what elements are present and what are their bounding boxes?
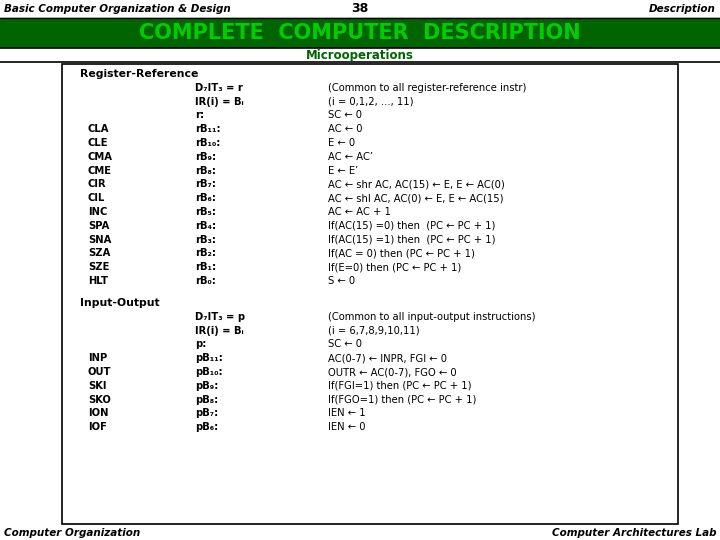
Text: rB₁₁:: rB₁₁: [195, 124, 220, 134]
Text: CIL: CIL [88, 193, 105, 203]
Text: rB₁:: rB₁: [195, 262, 216, 272]
Text: COMPLETE  COMPUTER  DESCRIPTION: COMPLETE COMPUTER DESCRIPTION [139, 23, 581, 43]
Text: If(AC(15) =0) then  (PC ← PC + 1): If(AC(15) =0) then (PC ← PC + 1) [328, 221, 495, 231]
Text: OUT: OUT [88, 367, 112, 377]
Text: Microoperations: Microoperations [306, 49, 414, 62]
Text: Input-Output: Input-Output [80, 298, 160, 308]
Text: rB₈:: rB₈: [195, 166, 216, 176]
Bar [62, 64, 678, 524]
Bar [0, 48, 720, 62]
Text: SC ← 0: SC ← 0 [328, 340, 362, 349]
Text: Computer Architectures Lab: Computer Architectures Lab [552, 528, 716, 538]
Text: rB₀:: rB₀: [195, 276, 216, 286]
Text: D₇IT₃ = p: D₇IT₃ = p [195, 312, 245, 322]
Text: (Common to all input-output instructions): (Common to all input-output instructions… [328, 312, 536, 322]
Text: OUTR ← AC(0-7), FGO ← 0: OUTR ← AC(0-7), FGO ← 0 [328, 367, 456, 377]
Text: CLA: CLA [88, 124, 109, 134]
Text: INC: INC [88, 207, 107, 217]
Text: If(E=0) then (PC ← PC + 1): If(E=0) then (PC ← PC + 1) [328, 262, 462, 272]
Text: INP: INP [88, 353, 107, 363]
Text: IEN ← 1: IEN ← 1 [328, 408, 366, 418]
Text: (i = 6,7,8,9,10,11): (i = 6,7,8,9,10,11) [328, 326, 420, 336]
Text: Computer Organization: Computer Organization [4, 528, 140, 538]
Text: IR(i) = Bᵢ: IR(i) = Bᵢ [195, 326, 244, 336]
Text: pB₁₀:: pB₁₀: [195, 367, 222, 377]
Text: pB₁₁:: pB₁₁: [195, 353, 223, 363]
Text: S ← 0: S ← 0 [328, 276, 355, 286]
Text: AC ← shl AC, AC(0) ← E, E ← AC(15): AC ← shl AC, AC(0) ← E, E ← AC(15) [328, 193, 503, 203]
Text: SKO: SKO [88, 395, 111, 404]
Text: E ← E’: E ← E’ [328, 166, 359, 176]
Text: rB₄:: rB₄: [195, 221, 216, 231]
Text: rB₂:: rB₂: [195, 248, 216, 259]
Text: HLT: HLT [88, 276, 108, 286]
Text: rB₆:: rB₆: [195, 193, 216, 203]
Text: D₇IT₃ = r: D₇IT₃ = r [195, 83, 243, 93]
Text: Description: Description [649, 4, 716, 14]
Text: rB₁₀:: rB₁₀: [195, 138, 220, 148]
Text: rB₇:: rB₇: [195, 179, 216, 190]
Text: CIR: CIR [88, 179, 107, 190]
Text: (i = 0,1,2, ..., 11): (i = 0,1,2, ..., 11) [328, 97, 413, 106]
Text: rB₉:: rB₉: [195, 152, 216, 162]
Text: p:: p: [195, 340, 207, 349]
Text: SPA: SPA [88, 221, 109, 231]
Text: SZA: SZA [88, 248, 110, 259]
Text: ION: ION [88, 408, 109, 418]
Text: pB₈:: pB₈: [195, 395, 218, 404]
Text: E ← 0: E ← 0 [328, 138, 355, 148]
Text: r:: r: [195, 110, 204, 120]
Text: IEN ← 0: IEN ← 0 [328, 422, 366, 433]
Text: (Common to all register-reference instr): (Common to all register-reference instr) [328, 83, 526, 93]
Text: rB₃:: rB₃: [195, 234, 216, 245]
Text: AC(0-7) ← INPR, FGI ← 0: AC(0-7) ← INPR, FGI ← 0 [328, 353, 447, 363]
Text: AC ← shr AC, AC(15) ← E, E ← AC(0): AC ← shr AC, AC(15) ← E, E ← AC(0) [328, 179, 505, 190]
Bar [0, 0, 720, 18]
Text: CMA: CMA [88, 152, 113, 162]
Text: SKI: SKI [88, 381, 107, 391]
Text: AC ← AC + 1: AC ← AC + 1 [328, 207, 391, 217]
Text: If(FGI=1) then (PC ← PC + 1): If(FGI=1) then (PC ← PC + 1) [328, 381, 472, 391]
Text: CME: CME [88, 166, 112, 176]
Text: If(AC(15) =1) then  (PC ← PC + 1): If(AC(15) =1) then (PC ← PC + 1) [328, 234, 495, 245]
Text: AC ← AC’: AC ← AC’ [328, 152, 373, 162]
Text: pB₆:: pB₆: [195, 422, 218, 433]
Text: CLE: CLE [88, 138, 109, 148]
Text: Basic Computer Organization & Design: Basic Computer Organization & Design [4, 4, 230, 14]
Text: Register-Reference: Register-Reference [80, 69, 199, 79]
Text: SNA: SNA [88, 234, 112, 245]
Text: 38: 38 [351, 3, 369, 16]
Text: SZE: SZE [88, 262, 109, 272]
Text: pB₉:: pB₉: [195, 381, 218, 391]
Text: AC ← 0: AC ← 0 [328, 124, 362, 134]
Text: If(AC = 0) then (PC ← PC + 1): If(AC = 0) then (PC ← PC + 1) [328, 248, 475, 259]
Text: rB₅:: rB₅: [195, 207, 216, 217]
Text: SC ← 0: SC ← 0 [328, 110, 362, 120]
Bar [0, 18, 720, 48]
Text: IR(i) = Bᵢ: IR(i) = Bᵢ [195, 97, 244, 106]
Text: IOF: IOF [88, 422, 107, 433]
Text: pB₇:: pB₇: [195, 408, 218, 418]
Text: If(FGO=1) then (PC ← PC + 1): If(FGO=1) then (PC ← PC + 1) [328, 395, 477, 404]
